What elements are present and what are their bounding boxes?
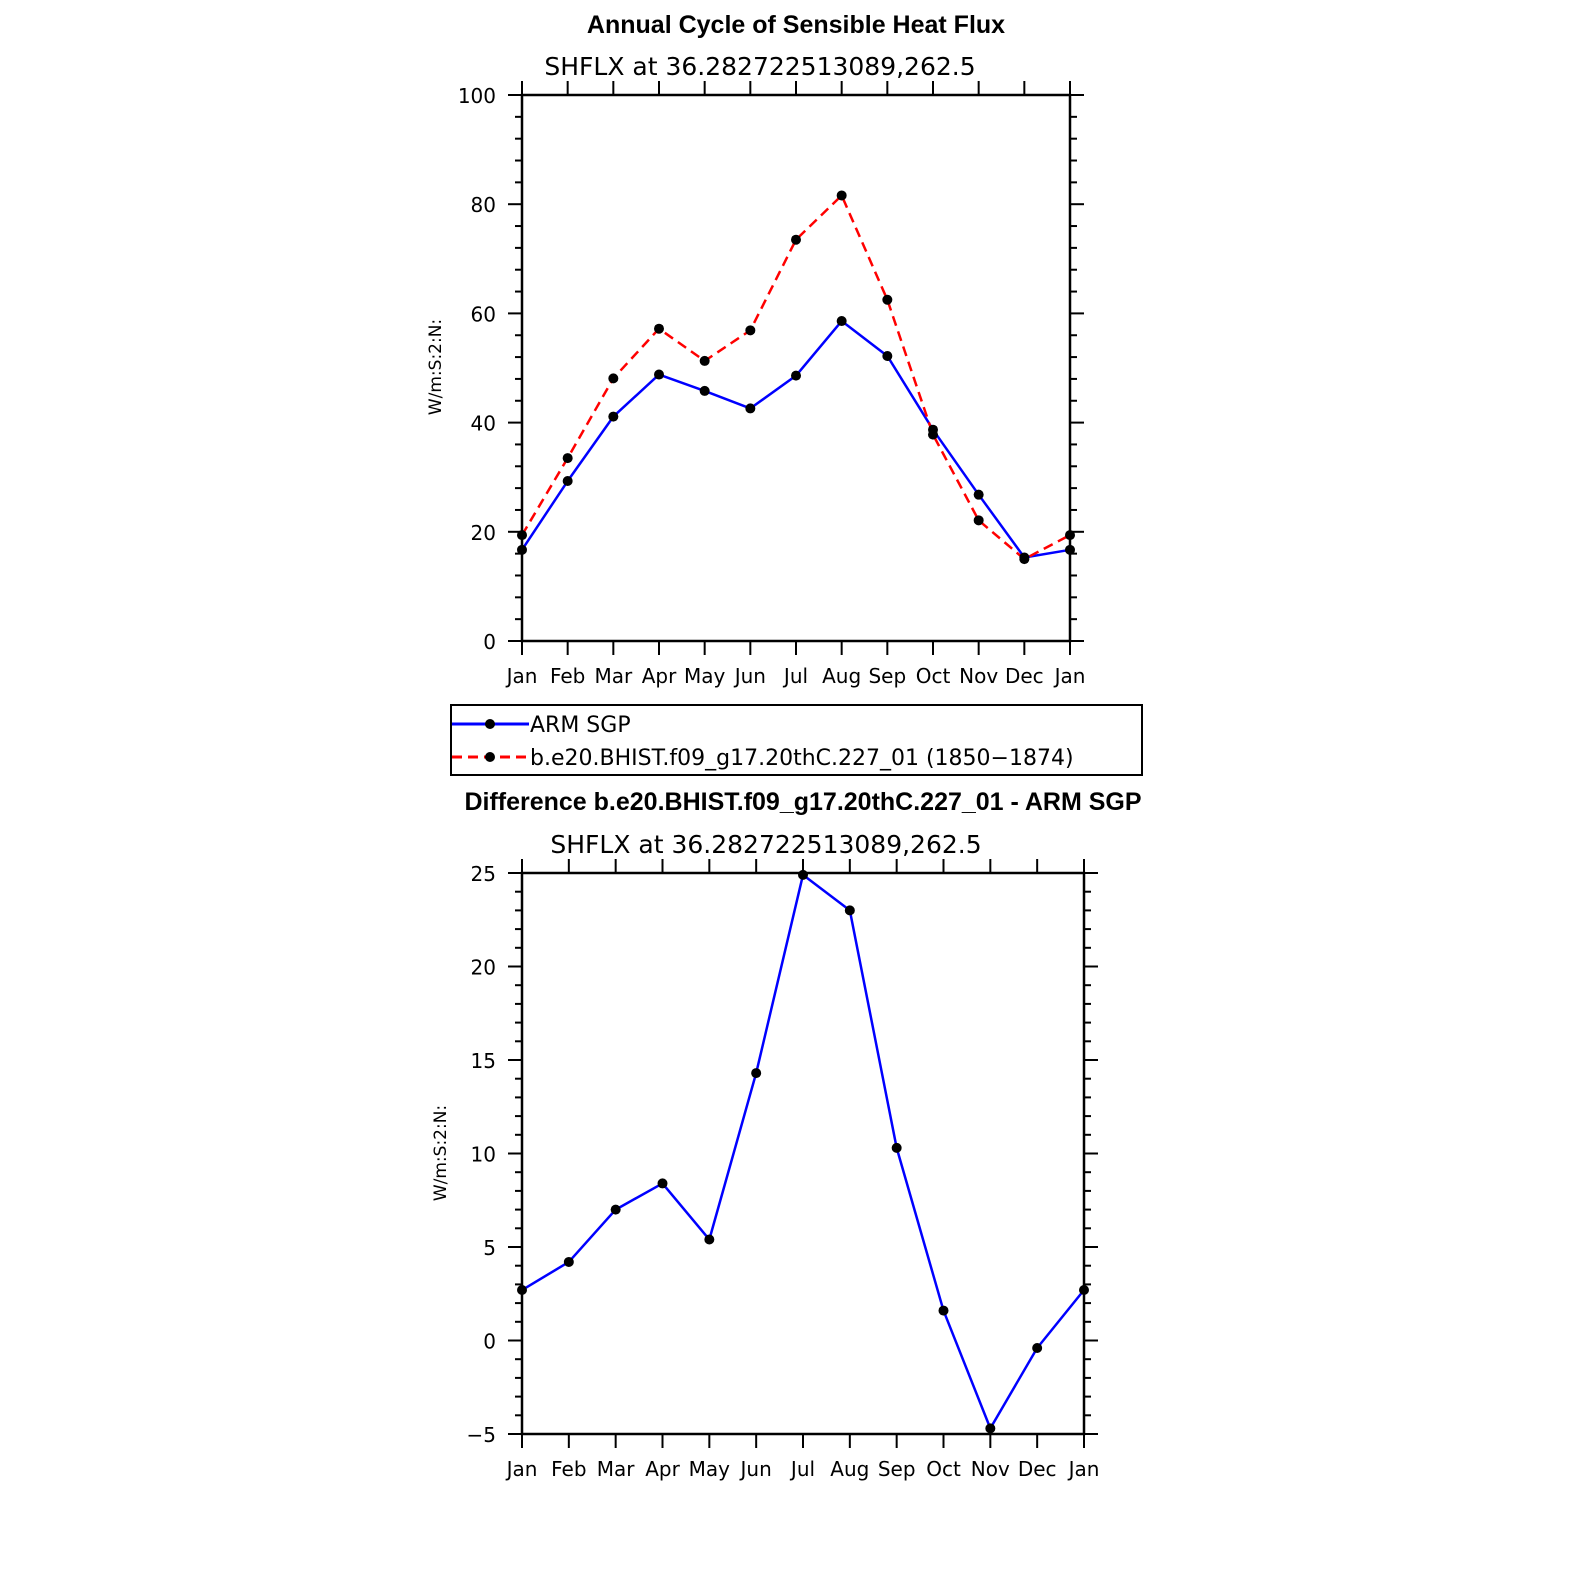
chart1-plot: 0 20 40 60 80 100 Jan Feb Mar Apr May Jun Jul Aug Sep O…: [458, 81, 1086, 688]
chart2-xtick-label: Jul: [789, 1457, 815, 1481]
chart2-point-0: [985, 1423, 996, 1434]
chart2-title: Difference b.e20.BHIST.f09_g17.20thC.227…: [464, 788, 1141, 816]
chart1-point-0: [562, 476, 573, 487]
chart2-xtick-label: Jan: [505, 1457, 538, 1481]
chart1-xtick-label: Dec: [1005, 664, 1044, 688]
chart2-plot: −5 0 5 10 15 20 25 Jan Feb Mar Apr May Jun Jul Aug Sep O…: [467, 859, 1100, 1481]
chart2-ytick-label: 15: [471, 1049, 496, 1073]
chart2-xtick-label: Feb: [551, 1457, 586, 1481]
chart2-frame: [520, 871, 1086, 1436]
chart1-point-1: [745, 325, 756, 336]
chart2-xtick-label: Jun: [739, 1457, 772, 1481]
chart2-ytick-label: −5: [467, 1423, 496, 1447]
chart1-xtick-label: Feb: [550, 664, 585, 688]
chart1-point-0: [745, 403, 756, 414]
chart2-xtick-label: Apr: [645, 1457, 680, 1481]
chart2-point-0: [844, 905, 855, 916]
chart1-xtick-label: Jun: [733, 664, 766, 688]
chart1-ytick-label: 100: [458, 84, 496, 108]
chart2-xtick-label: Mar: [597, 1457, 636, 1481]
chart1-legend: ARM SGP b.e20.BHIST.f09_g17.20thC.227_01…: [450, 704, 1143, 776]
chart2-xtick-label: Sep: [878, 1457, 916, 1481]
chart2-xtick-label: Jan: [1067, 1457, 1100, 1481]
chart1-xtick-label: Jul: [782, 664, 808, 688]
chart2-point-0: [610, 1204, 621, 1215]
chart1-title: Annual Cycle of Sensible Heat Flux: [587, 11, 1005, 39]
chart2-point-0: [938, 1305, 949, 1316]
chart1-ytick-label: 60: [471, 302, 496, 326]
chart2-subtitle: SHFLX at 36.282722513089,262.5: [550, 830, 981, 859]
chart2-point-0: [1032, 1342, 1043, 1353]
chart1-series-line-0: [520, 319, 1071, 559]
chart1-xtick-label: Aug: [822, 664, 861, 688]
chart1-point-1: [1065, 530, 1075, 541]
legend-marker-arm: [485, 719, 495, 729]
chart1-point-0: [517, 544, 527, 555]
chart1-ytick-label: 40: [471, 412, 496, 436]
chart2-point-0: [751, 1068, 762, 1079]
chart2-point-0: [517, 1285, 527, 1296]
chart1-point-1: [973, 515, 984, 526]
chart1-subtitle: SHFLX at 36.282722513089,262.5: [544, 52, 975, 81]
chart1-point-1: [699, 355, 710, 366]
chart1-point-1: [928, 429, 938, 440]
chart1-point-0: [608, 411, 619, 422]
chart1-point-0: [973, 489, 984, 500]
chart1-point-0: [654, 369, 664, 380]
chart1-xtick-label: Mar: [594, 664, 633, 688]
chart1-xtick-label: Jan: [1053, 664, 1086, 688]
chart2-xtick-label: Oct: [926, 1457, 961, 1481]
chart2-xtick-label: Dec: [1018, 1457, 1057, 1481]
chart1-ytick-label: 20: [471, 521, 496, 545]
chart2-ytick-label: 10: [471, 1143, 496, 1167]
chart1-xtick-label: Apr: [642, 664, 677, 688]
chart2-point-0: [657, 1178, 668, 1189]
chart2-point-0: [1079, 1285, 1089, 1296]
chart1-ytick-label: 0: [483, 630, 496, 654]
chart1-point-1: [882, 294, 893, 305]
legend-marker-model: [485, 752, 495, 762]
chart2-series-line-0: [521, 873, 1085, 1430]
legend-label-arm: ARM SGP: [530, 713, 631, 738]
chart2-point-0: [798, 869, 808, 880]
chart1-ylabel: W/m:S:2:N:: [426, 319, 446, 415]
chart1-frame: [520, 93, 1072, 643]
chart1-point-0: [882, 350, 893, 361]
chart1-point-0: [1065, 544, 1075, 555]
chart2-xtick-label: May: [689, 1457, 731, 1481]
chart2-point-0: [563, 1256, 574, 1267]
chart1-xtick-label: Oct: [916, 664, 951, 688]
chart1-point-0: [699, 385, 710, 396]
chart1-point-1: [654, 323, 664, 334]
chart1-point-1: [517, 530, 527, 541]
legend-box: [450, 704, 1143, 776]
chart2-ytick-label: 0: [483, 1330, 496, 1354]
chart1-point-1: [836, 190, 847, 201]
chart1-point-0: [791, 370, 801, 381]
chart1-point-1: [791, 234, 801, 245]
legend-label-model: b.e20.BHIST.f09_g17.20thC.227_01 (1850−1…: [530, 746, 1074, 771]
chart1-point-1: [562, 453, 573, 464]
chart2-ytick-label: 25: [471, 862, 496, 886]
chart1-ytick-label: 80: [471, 193, 496, 217]
chart2-xtick-label: Aug: [830, 1457, 869, 1481]
chart2-point-0: [891, 1142, 902, 1153]
chart2-xtick-label: Nov: [971, 1457, 1010, 1481]
chart2-ytick-label: 20: [471, 956, 496, 980]
chart2-ytick-label: 5: [483, 1236, 496, 1260]
chart1-xtick-label: May: [684, 664, 726, 688]
chart2-point-0: [704, 1234, 715, 1245]
chart1-point-1: [608, 373, 619, 384]
chart2-ylabel: W/m:S:2:N:: [431, 1105, 451, 1201]
chart1-point-0: [836, 316, 847, 327]
chart1-xtick-label: Jan: [505, 664, 538, 688]
chart1-xtick-label: Nov: [959, 664, 998, 688]
chart1-xtick-label: Sep: [868, 664, 906, 688]
chart1-point-1: [1019, 554, 1030, 565]
